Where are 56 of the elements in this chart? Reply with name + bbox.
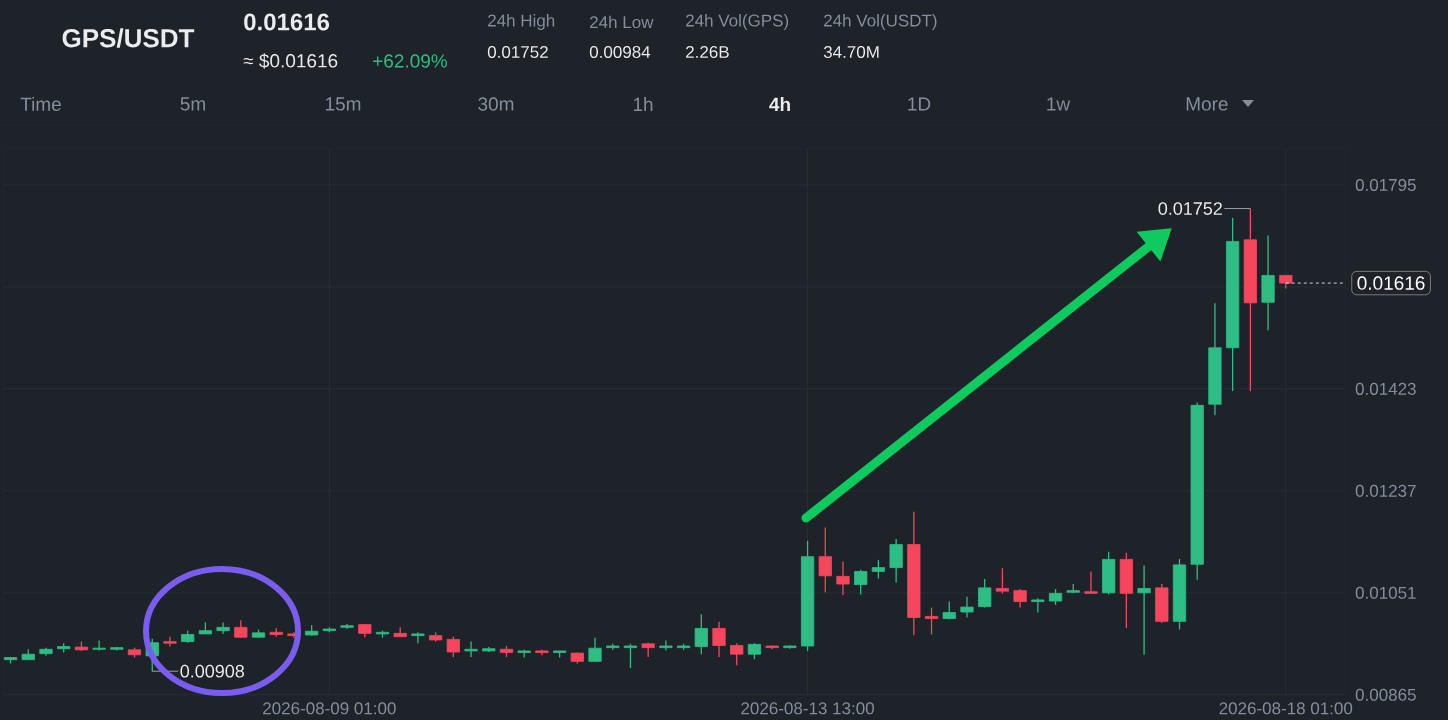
x-tick-label: 2026-08-13 13:00	[741, 702, 874, 715]
candlestick	[818, 526, 832, 593]
candlestick	[411, 631, 425, 644]
candlestick	[163, 636, 177, 648]
candlestick	[978, 578, 992, 609]
text: 34.70M	[823, 45, 879, 59]
text: More	[1186, 97, 1228, 111]
candlestick	[730, 642, 744, 666]
text: 24h Vol(GPS)	[686, 14, 789, 30]
text: 5m	[180, 97, 205, 111]
text: Time	[20, 97, 61, 111]
x-tick-label: 2026-08-09 01:00	[263, 702, 396, 715]
text: 24h Vol(USDT)	[824, 14, 937, 30]
text: 4h	[769, 97, 790, 111]
candlestick	[960, 596, 974, 619]
text: 24h High	[488, 14, 555, 30]
y-tick-label: 0.01051	[1355, 586, 1416, 599]
chart-title: GPS/USDT	[62, 28, 195, 48]
candlestick	[712, 621, 726, 658]
candlestick	[92, 639, 106, 652]
annotation: 0.00908	[180, 664, 245, 678]
candlestick	[889, 538, 903, 584]
y-tick-label: 0.00865	[1355, 688, 1416, 701]
text: 24h Low	[590, 15, 654, 29]
candlestick	[1084, 570, 1098, 595]
y-tick-label: 0.01423	[1355, 382, 1416, 395]
y-tick-label: 0.01795	[1355, 178, 1416, 191]
text: 15m	[325, 97, 361, 111]
candlestick	[588, 637, 602, 663]
text: 1h	[633, 97, 653, 111]
candlestick	[623, 643, 638, 669]
y-tick-label: 0.01237	[1355, 484, 1416, 497]
text: ≈ $0.01616	[243, 53, 338, 69]
candlestick	[446, 636, 460, 658]
candlestick	[924, 606, 939, 636]
candlestick	[694, 613, 708, 655]
ref-line-label: 0.01616	[1357, 276, 1425, 290]
candlestick	[1013, 588, 1027, 609]
text: 30m	[478, 97, 514, 111]
text: +62.09%	[373, 54, 448, 68]
text: 1w	[1047, 97, 1071, 111]
candlestick	[995, 567, 1009, 595]
x-tick-label: 2026-08-18 01:00	[1219, 702, 1353, 715]
text: 0.01616	[244, 13, 330, 31]
candlestick	[1137, 564, 1151, 656]
text: 2.26B	[686, 45, 729, 59]
candlestick	[836, 560, 850, 596]
text: 0.01752	[487, 45, 548, 59]
candlestick	[659, 639, 673, 652]
candlestick	[871, 559, 886, 580]
candlestick	[216, 621, 230, 635]
text: 0.00984	[589, 45, 651, 59]
text: 1D	[908, 97, 931, 111]
candlestick	[854, 569, 868, 596]
candlestick	[464, 640, 478, 658]
annotation: 0.01752	[1158, 202, 1222, 215]
